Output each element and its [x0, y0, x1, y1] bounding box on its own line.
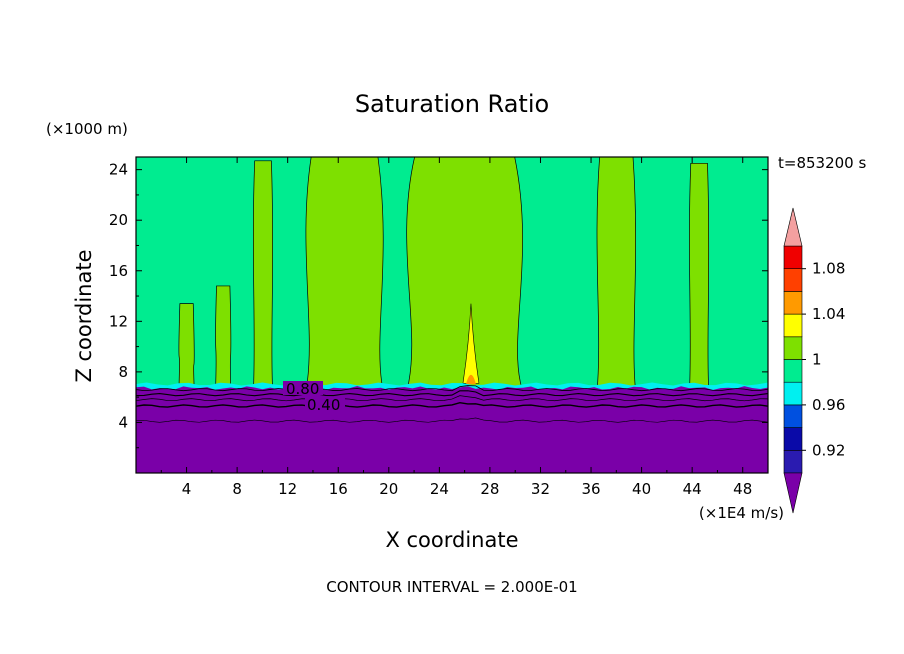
colorbar-swatch	[783, 313, 803, 338]
contour-line	[136, 385, 768, 392]
colorbar-swatch	[783, 336, 803, 360]
supersaturated-band	[305, 157, 384, 388]
y-tick-label: 12	[109, 312, 128, 330]
x-tick-label: 48	[733, 480, 752, 498]
y-tick-label: 20	[109, 211, 128, 229]
x-tick-label: 4	[182, 480, 192, 498]
colorbar-swatch	[783, 268, 803, 292]
contour-line	[136, 390, 768, 397]
x-tick-label: 20	[379, 480, 398, 498]
colorbar-tick-labels: 0.92 0.96 1 1.04 1.08	[802, 260, 845, 459]
chart-title: Saturation Ratio	[355, 90, 549, 118]
colorbar-tick-label: 0.92	[812, 441, 845, 459]
y-tick-label: 4	[118, 413, 128, 431]
x-tick-label: 40	[632, 480, 651, 498]
colorbar-tick-label: 1.08	[812, 260, 845, 278]
contour-interval-note: CONTOUR INTERVAL = 2.000E-01	[326, 578, 577, 596]
supersaturated-band	[178, 303, 195, 388]
subsaturated-layer	[136, 386, 768, 473]
plot-frame	[135, 156, 769, 474]
contour-label-040: 0.40	[307, 396, 340, 414]
supersaturated-band	[689, 162, 710, 388]
colorbar-swatch	[783, 404, 803, 428]
y-tick-label: 8	[118, 363, 128, 381]
x-unit-label: (×1E4 m/s)	[699, 504, 784, 522]
colorbar-swatch	[783, 381, 803, 406]
y-axis-ticks: 4 8 12 16 20 24	[109, 161, 768, 449]
y-axis-label: Z coordinate	[72, 249, 96, 382]
y-tick-label: 24	[109, 161, 128, 179]
supersaturated-band	[215, 285, 232, 388]
colorbar-over-arrow	[783, 207, 803, 247]
contour-label-bg-080	[283, 381, 323, 395]
contour-label-bg-040	[305, 397, 345, 412]
x-tick-label: 44	[683, 480, 702, 498]
colorbar-swatch	[783, 245, 803, 270]
colorbar-swatch	[783, 291, 803, 315]
supersaturation-peak	[462, 303, 480, 384]
colorbar-swatch	[783, 359, 803, 383]
plot-area	[136, 157, 768, 473]
colorbar-tick-label: 1.04	[812, 305, 845, 323]
y-tick-label: 16	[109, 262, 128, 280]
contour-label-080: 0.80	[286, 380, 319, 398]
colorbar-swatch	[783, 449, 803, 474]
contour-line	[136, 402, 768, 408]
time-label: t=853200 s	[778, 154, 866, 172]
x-tick-label: 32	[531, 480, 550, 498]
y-unit-label: (×1000 m)	[46, 120, 128, 138]
supersaturated-band	[253, 160, 274, 388]
supersaturated-bands	[178, 157, 710, 388]
x-tick-label: 28	[480, 480, 499, 498]
colorbar-tick-label: 0.96	[812, 396, 845, 414]
x-tick-label: 36	[581, 480, 600, 498]
colorbar	[783, 207, 803, 514]
contour-line	[136, 417, 768, 423]
supersaturated-band	[406, 157, 523, 388]
x-tick-label: 8	[232, 480, 242, 498]
supersaturation-peak-core	[465, 374, 476, 385]
x-tick-label: 24	[430, 480, 449, 498]
x-axis-ticks: 4 8 12 16 20 24 28 32 36 40 44 48	[160, 157, 752, 498]
contour-line	[136, 395, 768, 402]
colorbar-tick-label: 1	[812, 351, 822, 369]
colorbar-under-arrow	[783, 472, 803, 514]
colorbar-swatch	[783, 427, 803, 451]
contour-lines	[136, 385, 768, 423]
x-axis-label: X coordinate	[385, 528, 518, 552]
x-tick-label: 12	[278, 480, 297, 498]
x-tick-label: 16	[329, 480, 348, 498]
supersaturated-band	[596, 157, 636, 388]
